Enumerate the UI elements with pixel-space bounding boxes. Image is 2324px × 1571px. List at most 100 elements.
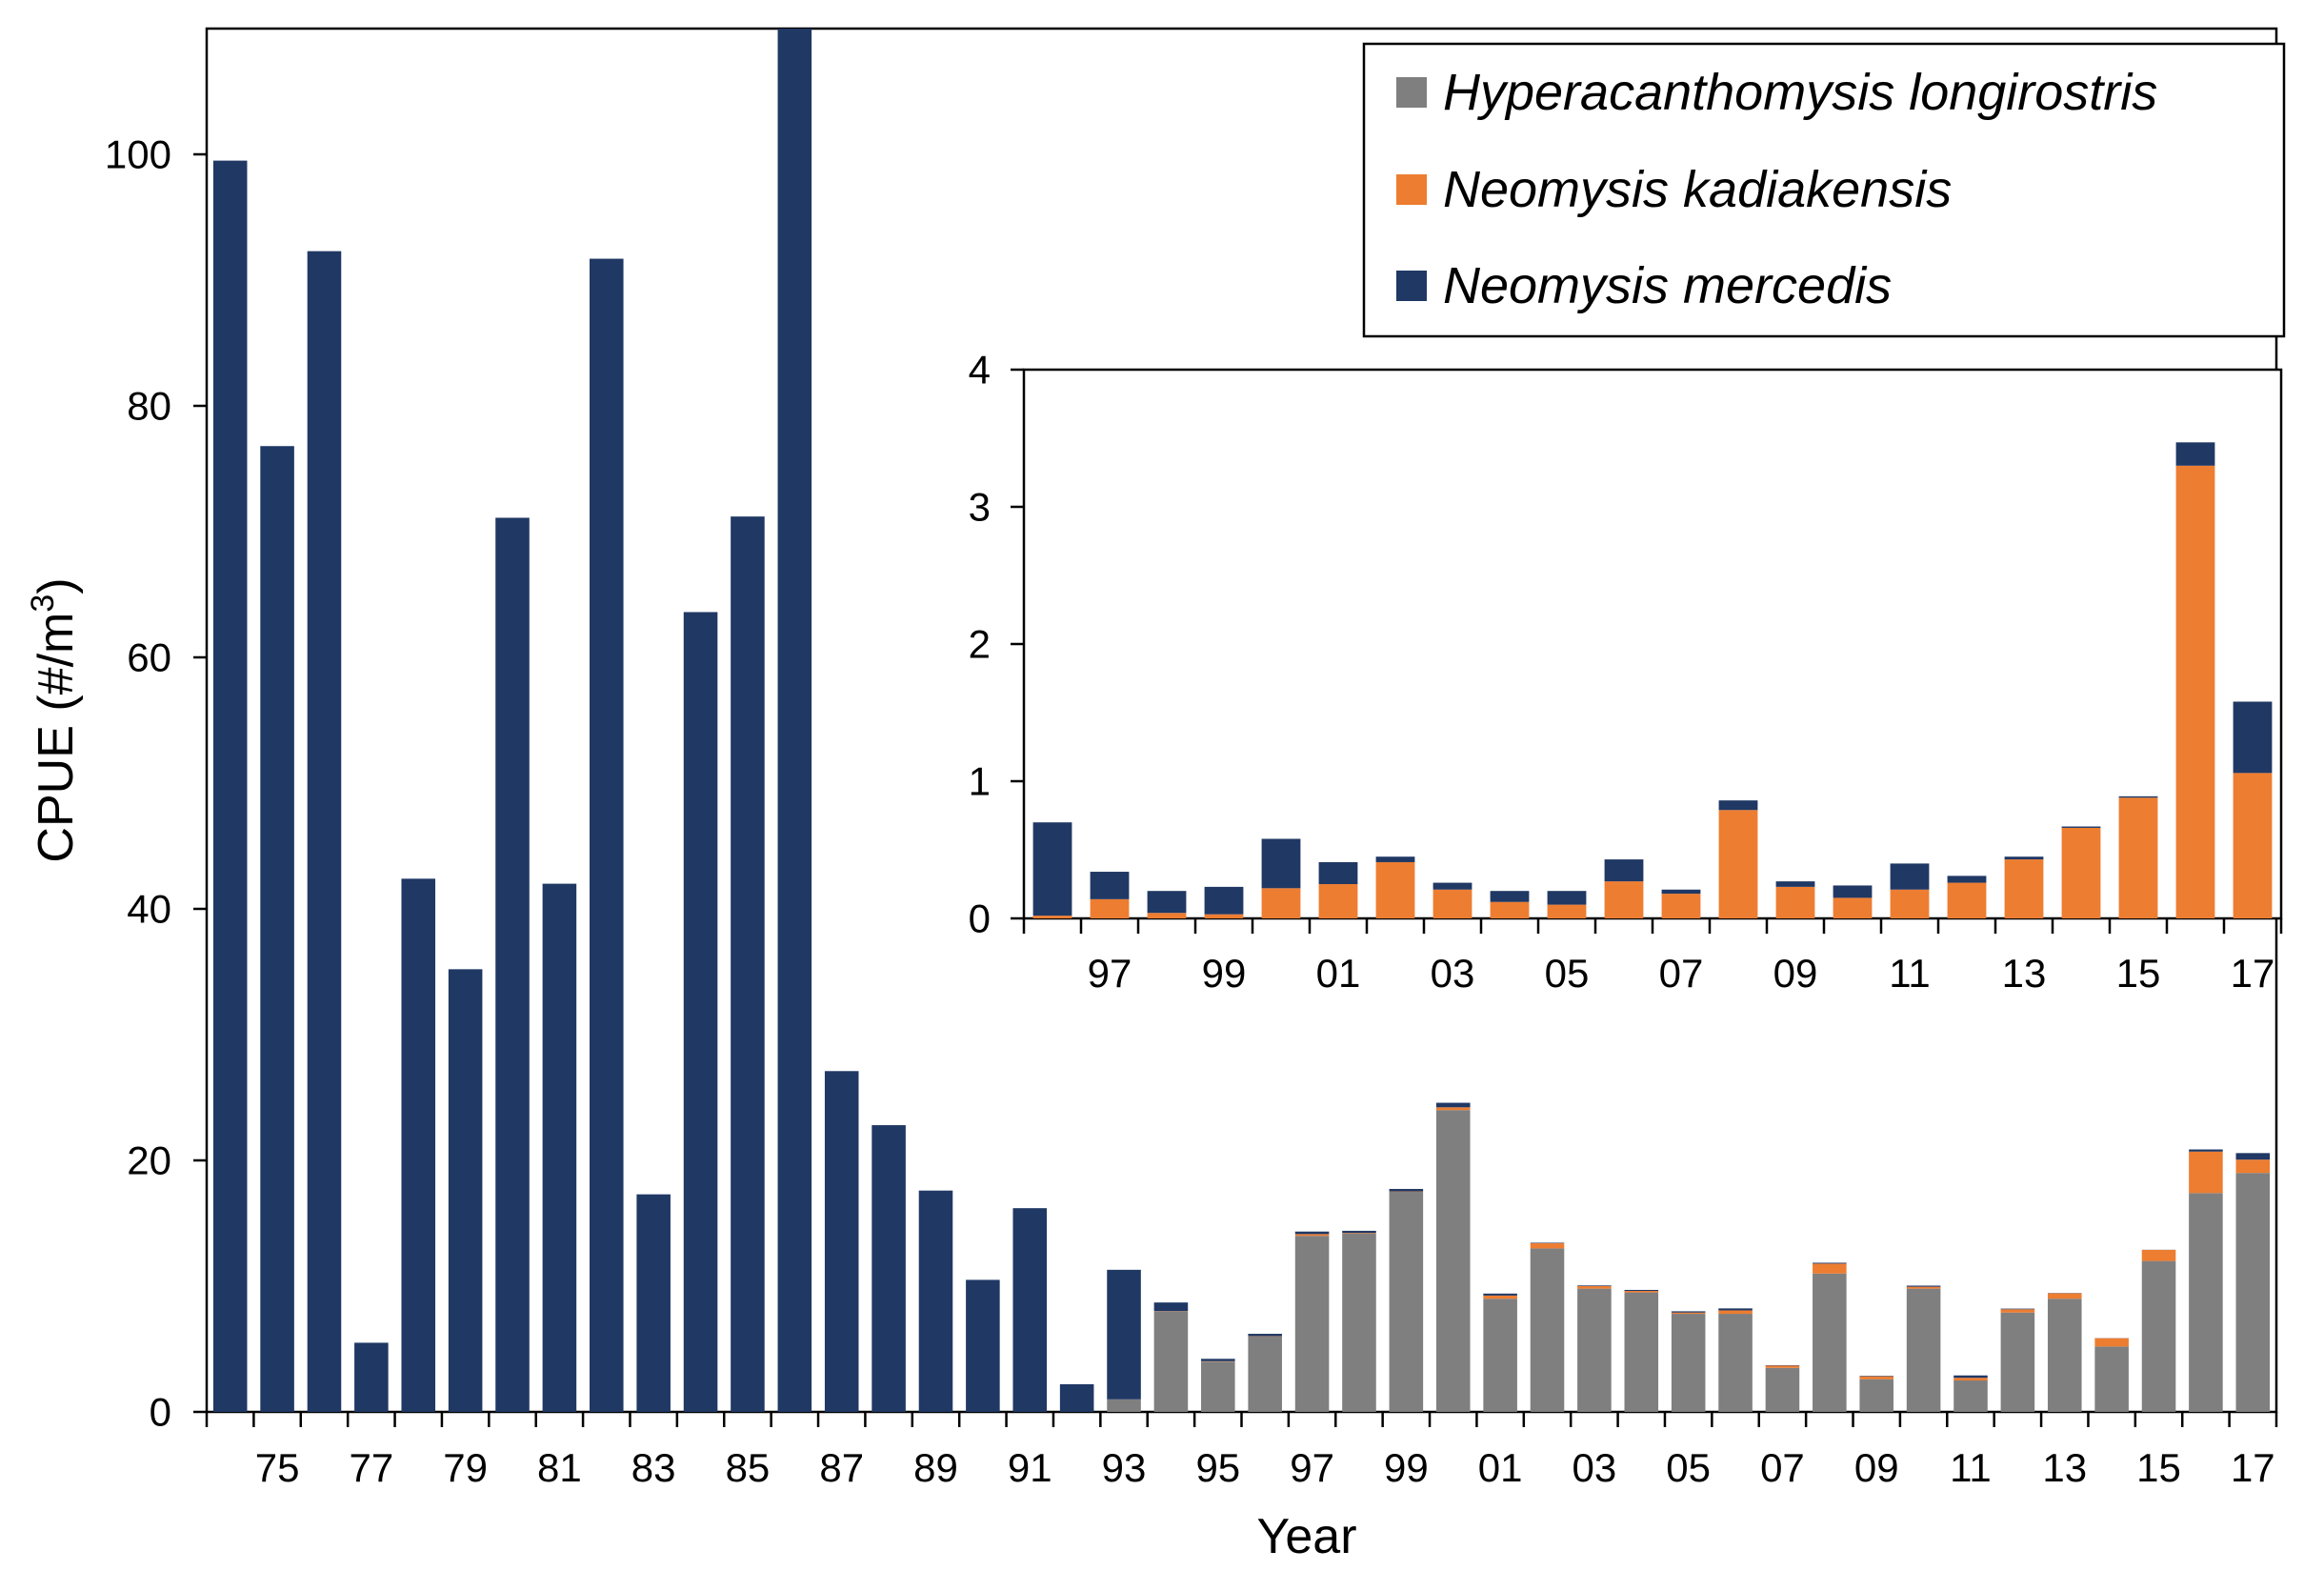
main-bar-87-neomysis-mercedis: [825, 1071, 859, 1412]
main-bar-99-hyperacanthomysis-longirostris: [1390, 1192, 1424, 1412]
inset-bar-15-neomysis-kadiakensis: [2119, 797, 2158, 918]
inset-bar-10-neomysis-kadiakensis: [1833, 897, 1873, 918]
inset-bar-16-neomysis-kadiakensis: [2176, 466, 2215, 918]
inset-bar-14-neomysis-kadiakensis: [2062, 828, 2101, 918]
inset-y-tick-label-0: 0: [969, 896, 991, 941]
inset-bar-97-neomysis-mercedis: [1091, 872, 1130, 899]
main-x-tick-label-01: 01: [1478, 1445, 1523, 1490]
inset-bar-02-neomysis-mercedis: [1376, 856, 1415, 862]
main-bar-02-neomysis-mercedis: [1531, 1242, 1565, 1243]
main-bar-09-neomysis-kadiakensis: [1859, 1377, 1893, 1380]
main-x-tick-label-97: 97: [1290, 1445, 1334, 1490]
main-bar-15-hyperacanthomysis-longirostris: [2142, 1261, 2176, 1412]
main-bar-17-neomysis-mercedis: [2236, 1153, 2271, 1159]
main-bar-76-neomysis-mercedis: [308, 252, 342, 1412]
inset-bar-09-neomysis-kadiakensis: [1776, 887, 1815, 918]
inset-bar-10-neomysis-mercedis: [1833, 885, 1873, 897]
inset-y-tick-label-4: 4: [969, 348, 991, 393]
inset-x-tick-label-07: 07: [1659, 951, 1704, 996]
main-x-tick-label-15: 15: [2136, 1445, 2181, 1490]
main-bar-79-neomysis-mercedis: [449, 969, 483, 1412]
inset-bar-04-neomysis-mercedis: [1491, 891, 1530, 902]
inset-bar-13-neomysis-mercedis: [2005, 856, 2044, 859]
main-bar-93-hyperacanthomysis-longirostris: [1107, 1400, 1141, 1412]
main-bar-06-hyperacanthomysis-longirostris: [1718, 1314, 1753, 1412]
inset-bar-16-neomysis-mercedis: [2176, 442, 2215, 465]
legend-label-mercedis: Neomysis mercedis: [1443, 257, 1892, 314]
inset-bar-07-neomysis-mercedis: [1662, 890, 1701, 894]
inset-bar-17-neomysis-kadiakensis: [2234, 773, 2273, 918]
main-bar-01-neomysis-mercedis: [1483, 1294, 1517, 1296]
main-bar-02-neomysis-kadiakensis: [1531, 1243, 1565, 1248]
main-bar-97-neomysis-mercedis: [1295, 1232, 1330, 1235]
main-bar-98-neomysis-kadiakensis: [1342, 1233, 1376, 1234]
main-bar-93-neomysis-mercedis: [1107, 1270, 1141, 1400]
main-x-tick-label-75: 75: [255, 1445, 300, 1490]
main-bar-03-hyperacanthomysis-longirostris: [1577, 1289, 1612, 1412]
inset-bar-08-neomysis-mercedis: [1719, 800, 1758, 810]
main-bar-92-neomysis-mercedis: [1060, 1384, 1094, 1412]
main-bar-13-hyperacanthomysis-longirostris: [2048, 1299, 2082, 1412]
main-bar-13-neomysis-kadiakensis: [2048, 1294, 2082, 1299]
inset-bar-98-neomysis-mercedis: [1148, 891, 1187, 913]
main-bar-05-neomysis-mercedis: [1672, 1311, 1706, 1312]
main-x-tick-label-07: 07: [1760, 1445, 1805, 1490]
inset-x-tick-label-03: 03: [1431, 951, 1475, 996]
main-bar-94-hyperacanthomysis-longirostris: [1154, 1311, 1189, 1412]
main-x-tick-label-93: 93: [1102, 1445, 1147, 1490]
main-bar-02-hyperacanthomysis-longirostris: [1531, 1248, 1565, 1412]
main-y-tick-label-100: 100: [105, 132, 171, 177]
inset-y-tick-label-3: 3: [969, 485, 991, 530]
main-bar-75-neomysis-mercedis: [260, 446, 294, 1412]
inset-bar-06-neomysis-kadiakensis: [1605, 881, 1644, 918]
main-bar-11-neomysis-kadiakensis: [1953, 1378, 1988, 1380]
main-y-tick-label-80: 80: [127, 384, 171, 429]
main-bar-01-neomysis-kadiakensis: [1483, 1296, 1517, 1299]
main-bar-98-neomysis-mercedis: [1342, 1231, 1376, 1233]
main-x-tick-label-95: 95: [1195, 1445, 1240, 1490]
main-bar-14-hyperacanthomysis-longirostris: [2094, 1346, 2129, 1412]
inset-y-tick-label-2: 2: [969, 622, 991, 667]
main-bar-08-hyperacanthomysis-longirostris: [1813, 1274, 1847, 1412]
main-bar-09-neomysis-mercedis: [1859, 1376, 1893, 1377]
main-y-tick-label-60: 60: [127, 635, 171, 680]
main-bar-86-neomysis-mercedis: [778, 29, 812, 1412]
inset-x-tick-label-17: 17: [2231, 951, 2275, 996]
inset-bar-07-neomysis-kadiakensis: [1662, 894, 1701, 918]
main-bar-10-neomysis-kadiakensis: [1907, 1287, 1941, 1289]
main-bar-17-neomysis-kadiakensis: [2236, 1159, 2271, 1173]
inset-bar-05-neomysis-kadiakensis: [1548, 905, 1587, 918]
main-bar-81-neomysis-mercedis: [543, 884, 577, 1412]
main-bar-06-neomysis-mercedis: [1718, 1308, 1753, 1310]
inset-bar-01-neomysis-mercedis: [1319, 862, 1358, 884]
inset-bar-12-neomysis-mercedis: [1948, 876, 1987, 882]
main-bar-05-neomysis-kadiakensis: [1672, 1313, 1706, 1314]
main-bar-94-neomysis-mercedis: [1154, 1302, 1189, 1311]
main-x-tick-label-13: 13: [2042, 1445, 2087, 1490]
main-bar-08-neomysis-mercedis: [1813, 1262, 1847, 1263]
main-bar-00-neomysis-mercedis: [1436, 1103, 1471, 1108]
inset-bar-98-neomysis-kadiakensis: [1148, 913, 1187, 918]
main-x-tick-label-99: 99: [1384, 1445, 1429, 1490]
legend-label-kadiakensis: Neomysis kadiakensis: [1443, 161, 1952, 218]
main-x-tick-label-79: 79: [443, 1445, 488, 1490]
main-x-tick-label-09: 09: [1854, 1445, 1899, 1490]
inset-bar-13-neomysis-kadiakensis: [2005, 859, 2044, 918]
main-x-tick-label-91: 91: [1008, 1445, 1052, 1490]
main-bar-03-neomysis-mercedis: [1577, 1285, 1612, 1286]
inset-bar-15-neomysis-mercedis: [2119, 796, 2158, 797]
main-bar-07-hyperacanthomysis-longirostris: [1766, 1368, 1800, 1412]
main-bar-00-neomysis-kadiakensis: [1436, 1107, 1471, 1110]
inset-x-tick-label-01: 01: [1316, 951, 1361, 996]
inset-x-tick-label-99: 99: [1202, 951, 1247, 996]
main-bar-96-neomysis-mercedis: [1248, 1334, 1282, 1337]
main-bar-88-neomysis-mercedis: [872, 1125, 906, 1412]
main-x-tick-label-17: 17: [2231, 1445, 2275, 1490]
inset-bar-06-neomysis-mercedis: [1605, 859, 1644, 881]
inset-bar-00-neomysis-kadiakensis: [1262, 888, 1301, 918]
inset-bar-96-neomysis-kadiakensis: [1033, 916, 1072, 918]
inset-bar-05-neomysis-mercedis: [1548, 891, 1587, 904]
inset-bar-02-neomysis-kadiakensis: [1376, 862, 1415, 918]
